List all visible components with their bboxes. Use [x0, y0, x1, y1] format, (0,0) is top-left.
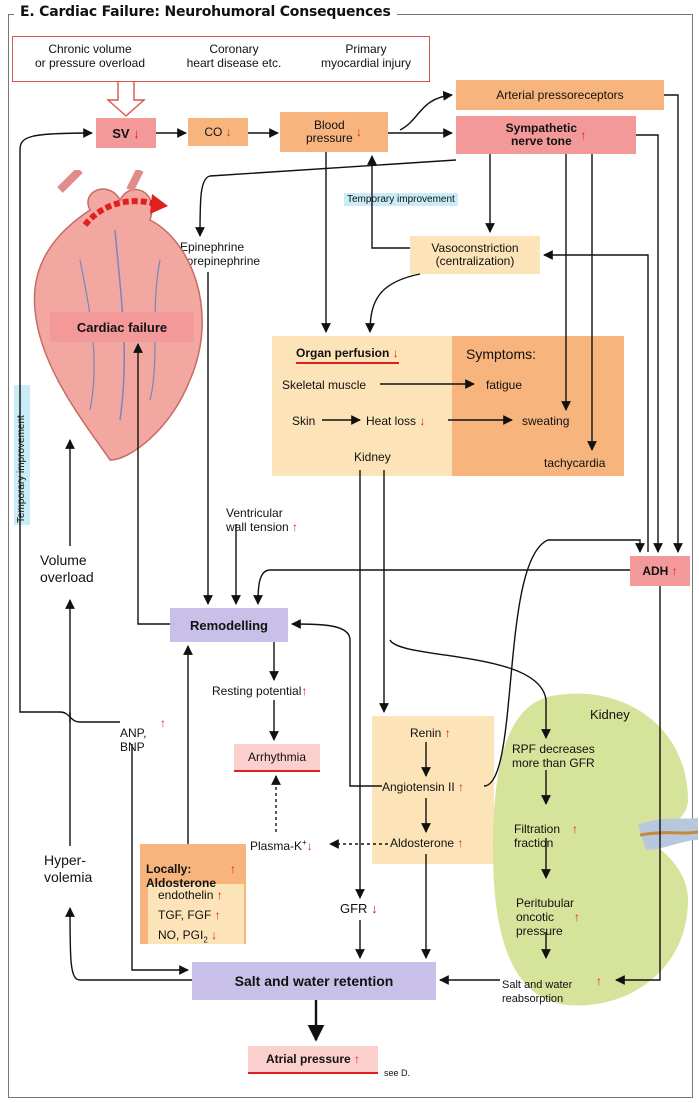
label-filtration-fraction: Filtration fraction [514, 822, 561, 850]
label-kidney-organ: Kidney [354, 450, 391, 464]
label-endothelin: endothelin ↑ [158, 888, 223, 902]
label-tachycardia: tachycardia [544, 456, 606, 470]
label-angiotensin-ii: Angiotensin II ↑ [382, 780, 465, 794]
symptoms-label: Symptoms: [466, 346, 537, 362]
organ-perfusion-label: Organ perfusion ↓ [296, 346, 399, 364]
filtration-up-arrow: ↑ [572, 822, 578, 836]
kidney-illustration [493, 693, 698, 1006]
label-rpf: RPF decreases more than GFR [512, 742, 595, 770]
label-volume-overload: Volume overload [40, 552, 94, 585]
label-salt-reabsorption: Salt and water reabsorption [502, 979, 573, 1005]
cause-myocardial-injury: Primary myocardial injury [320, 42, 412, 70]
label-plasma-k: Plasma-K+↓ [250, 838, 313, 853]
node-sympathetic-tone: Sympathetic nerve tone ↑ [456, 116, 636, 154]
contraction-arrow-icon [82, 194, 168, 227]
label-sweating: sweating [522, 414, 570, 428]
label-ventricular-wall-tension: Ventricular wall tension ↑ [226, 506, 299, 534]
node-adh: ADH ↑ [630, 556, 690, 586]
anp-up-arrow: ↑ [160, 716, 166, 730]
label-locally-aldosterone: Locally: Aldosterone [146, 862, 217, 890]
locally-subpanel [148, 884, 244, 944]
node-blood-pressure: Blood pressure ↓ [280, 112, 388, 152]
cause-chronic-overload: Chronic volume or pressure overload [34, 42, 146, 70]
node-salt-water-retention: Salt and water retention [192, 962, 436, 1000]
node-atrial-pressure: Atrial pressure ↑ [248, 1046, 378, 1074]
label-renin: Renin ↑ [410, 726, 451, 740]
causes-box [12, 36, 430, 82]
label-no-pgi: NO, PGI2 ↓ [158, 928, 218, 945]
label-gfr: GFR ↓ [340, 901, 378, 916]
symptoms-panel [452, 336, 624, 476]
node-arterial-pressoreceptors: Arterial pressoreceptors [456, 80, 664, 110]
node-cardiac-failure: Cardiac failure [50, 312, 194, 342]
raas-panel [372, 716, 494, 864]
node-vasoconstriction: Vasoconstriction (centralization) [410, 236, 540, 274]
locally-up-arrow: ↑ [230, 862, 236, 876]
label-epinephrine: Epinephrine norepinephrine [180, 240, 261, 268]
label-see-d: see D. [384, 1068, 411, 1078]
label-tgf-fgf: TGF, FGF ↑ [158, 908, 221, 922]
diagram-title: E. Cardiac Failure: Neurohumoral Consequ… [14, 4, 397, 20]
organ-perfusion-panel [272, 336, 452, 476]
cause-coronary-disease: Coronary heart disease etc. [186, 42, 282, 70]
node-co: CO ↓ [188, 118, 248, 146]
label-skeletal-muscle: Skeletal muscle [282, 378, 367, 392]
label-skin: Skin [292, 414, 316, 428]
label-fatigue: fatigue [486, 378, 523, 392]
label-heat-loss: Heat loss ↓ [366, 414, 426, 428]
temporary-improvement-vertical: Temporary improvement [14, 385, 30, 525]
label-resting-potential: Resting potential↑ [212, 684, 308, 698]
label-peritubular: Peritubular oncotic pressure [516, 896, 575, 938]
label-hypervolemia: Hyper- volemia [44, 852, 93, 885]
label-aldosterone: Aldosterone ↑ [390, 836, 464, 850]
node-remodelling: Remodelling [170, 608, 288, 642]
reabsorption-up-arrow: ↑ [596, 974, 602, 988]
label-kidney-title: Kidney [590, 707, 630, 722]
node-arrhythmia: Arrhythmia [234, 744, 320, 772]
peritubular-up-arrow: ↑ [574, 910, 580, 924]
node-sv: SV ↓ [96, 118, 156, 148]
